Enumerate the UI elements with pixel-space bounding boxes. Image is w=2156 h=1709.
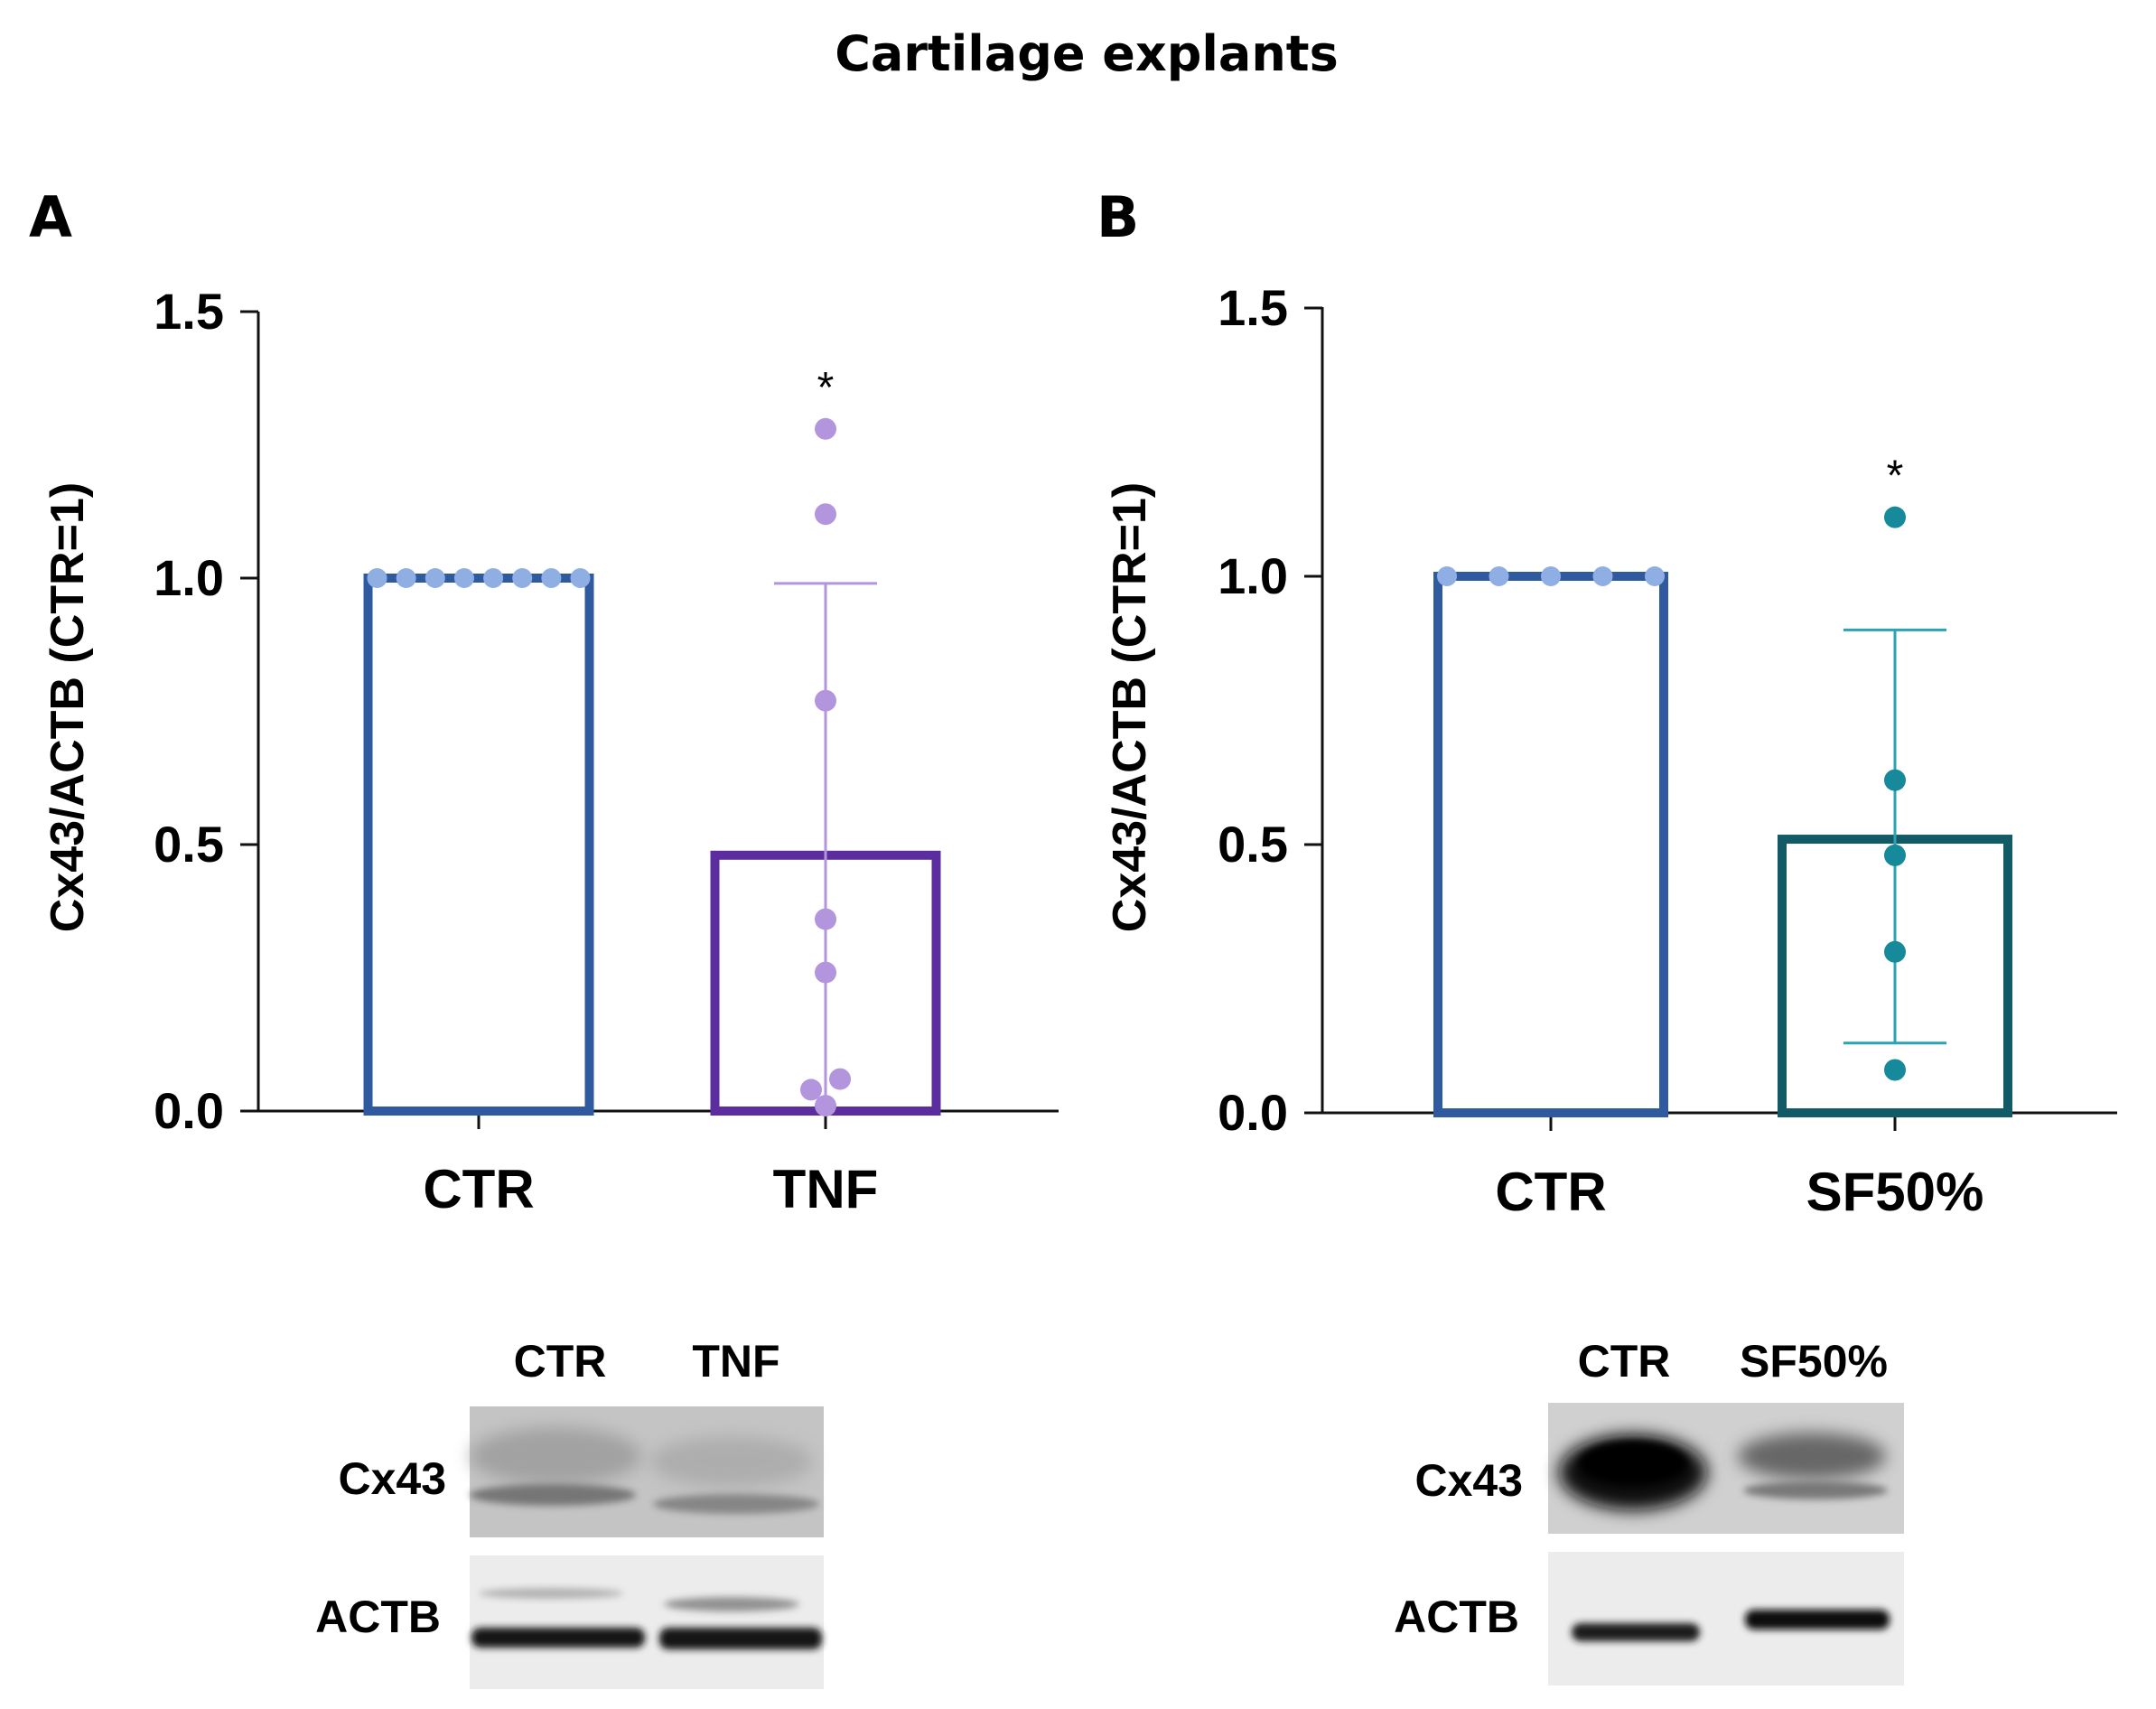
western-blot-b: CTR SF50% Cx43 ACTB: [1394, 1336, 1904, 1686]
data-point: [815, 689, 836, 712]
blot-lane-label: CTR: [514, 1336, 607, 1387]
blot-image-cx43: [1548, 1403, 1904, 1534]
y-ticks: 0.0 0.5 1.0 1.5: [1218, 279, 1322, 1141]
data-point: [1884, 506, 1906, 528]
data-point: [1592, 566, 1613, 586]
bars: [363, 574, 941, 1116]
x-tick-label: CTR: [1495, 1162, 1606, 1222]
data-point: [1884, 940, 1906, 963]
x-ticks: CTR SF50%: [1495, 1113, 1983, 1222]
blot-lane-label: SF50%: [1740, 1336, 1888, 1387]
data-point: [483, 568, 504, 588]
x-ticks: CTR TNF: [423, 1111, 878, 1219]
x-tick-label: TNF: [773, 1159, 879, 1219]
y-tick-label: 1.0: [154, 549, 224, 606]
data-point: [815, 908, 836, 930]
blot-lane-label: TNF: [692, 1336, 779, 1387]
blot-image-actb: [1548, 1552, 1904, 1686]
y-tick-label: 1.0: [1218, 547, 1288, 604]
data-point: [512, 568, 533, 588]
y-axis-label: Cx43/ACTB (CTR=1): [1104, 482, 1156, 932]
data-point: [815, 503, 836, 526]
y-axis-label: Cx43/ACTB (CTR=1): [42, 482, 94, 932]
western-blot-a: CTR TNF Cx43 ACTB: [315, 1336, 824, 1689]
blot-row-label: ACTB: [1394, 1592, 1519, 1642]
data-point: [1884, 769, 1906, 791]
bar: [1433, 572, 1668, 1117]
data-point: [815, 417, 836, 440]
blot-row-label: ACTB: [315, 1592, 441, 1642]
significance-marks: *: [1887, 453, 1904, 500]
significance-star: *: [817, 364, 835, 412]
blot-row-label: Cx43: [338, 1453, 446, 1504]
data-points: [367, 417, 851, 1117]
blot-image-cx43: [470, 1406, 824, 1537]
y-tick-label: 1.5: [1218, 279, 1288, 336]
data-point: [1645, 566, 1665, 586]
data-point: [800, 1079, 822, 1101]
data-point: [1437, 566, 1457, 586]
data-point: [1489, 566, 1509, 586]
blot-lane-label: CTR: [1578, 1336, 1671, 1387]
y-tick-label: 0.5: [1218, 816, 1288, 873]
data-point: [396, 568, 416, 588]
figure-title: Cartilage explants: [835, 25, 1339, 82]
data-points: [1437, 506, 1906, 1081]
data-point: [425, 568, 445, 588]
panel-letter-a: A: [29, 184, 72, 250]
y-tick-label: 0.5: [154, 816, 224, 873]
x-tick-label: CTR: [423, 1159, 534, 1219]
y-ticks: 0.0 0.5 1.0 1.5: [154, 283, 258, 1139]
data-point: [815, 961, 836, 984]
blot-row-label: Cx43: [1414, 1455, 1523, 1506]
data-point: [453, 568, 474, 588]
bar: [363, 574, 594, 1116]
data-point: [367, 568, 387, 588]
data-point: [570, 568, 591, 588]
data-point: [1541, 566, 1561, 586]
data-point: [1884, 844, 1906, 866]
y-tick-label: 1.5: [154, 283, 224, 340]
chart-b: Cx43/ACTB (CTR=1) 0.00.51.01.5 CTR SF50% …: [1104, 279, 2117, 1222]
y-tick-label: 0.0: [1218, 1084, 1288, 1141]
data-point: [815, 1095, 836, 1117]
chart-a: Cx43/ACTB (CTR=1) 0.0 0.5 1.0 1.5 CTR TNF *: [42, 283, 1059, 1219]
error-bars: [1843, 628, 1946, 1045]
data-point: [829, 1068, 851, 1090]
significance-marks: *: [817, 364, 835, 412]
data-point: [541, 568, 562, 588]
error-bars: [774, 582, 877, 1111]
y-tick-label: 0.0: [154, 1082, 224, 1139]
x-tick-label: SF50%: [1806, 1162, 1984, 1222]
panel-letter-b: B: [1097, 184, 1139, 250]
blot-image-actb: [470, 1555, 824, 1689]
bars: [1433, 572, 2012, 1117]
significance-star: *: [1887, 453, 1904, 500]
data-point: [1884, 1059, 1906, 1081]
